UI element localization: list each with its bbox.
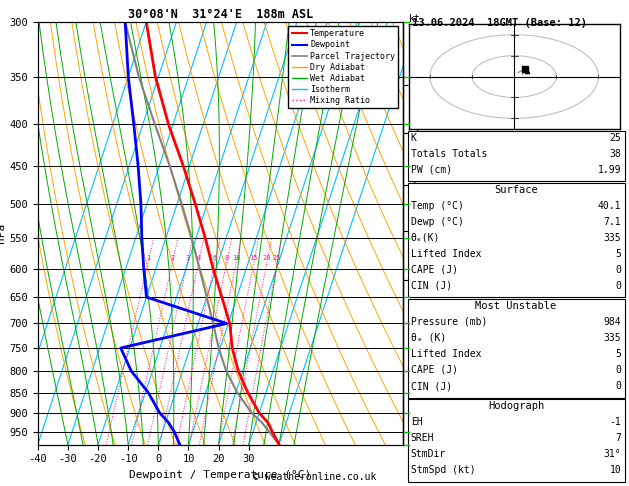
Text: CIN (J): CIN (J) — [411, 281, 452, 291]
Text: 0: 0 — [616, 381, 621, 391]
Text: 20: 20 — [262, 255, 271, 261]
Text: 3: 3 — [186, 255, 189, 261]
Text: Temp (°C): Temp (°C) — [411, 201, 464, 211]
Text: 7: 7 — [616, 433, 621, 443]
Legend: Temperature, Dewpoint, Parcel Trajectory, Dry Adiabat, Wet Adiabat, Isotherm, Mi: Temperature, Dewpoint, Parcel Trajectory… — [288, 26, 398, 108]
Title: 30°08'N  31°24'E  188m ASL: 30°08'N 31°24'E 188m ASL — [128, 8, 313, 21]
Text: 335: 335 — [604, 333, 621, 343]
Text: θₑ(K): θₑ(K) — [411, 233, 440, 243]
Y-axis label: km
ASL: km ASL — [421, 223, 439, 244]
Text: CAPE (J): CAPE (J) — [411, 265, 458, 275]
Text: 25: 25 — [610, 133, 621, 143]
Text: PW (cm): PW (cm) — [411, 165, 452, 175]
Text: 4: 4 — [196, 255, 201, 261]
Text: Lifted Index: Lifted Index — [411, 349, 481, 359]
Text: 984: 984 — [604, 317, 621, 327]
Text: Lifted Index: Lifted Index — [411, 249, 481, 259]
Text: CIN (J): CIN (J) — [411, 381, 452, 391]
Text: Totals Totals: Totals Totals — [411, 149, 487, 159]
Text: 5: 5 — [616, 349, 621, 359]
Text: Pressure (mb): Pressure (mb) — [411, 317, 487, 327]
Text: Surface: Surface — [494, 185, 538, 195]
Text: 2: 2 — [170, 255, 174, 261]
Text: CAPE (J): CAPE (J) — [411, 365, 458, 375]
Y-axis label: hPa: hPa — [0, 223, 6, 243]
Text: 6: 6 — [213, 255, 217, 261]
Text: 8: 8 — [225, 255, 229, 261]
Text: 0: 0 — [616, 365, 621, 375]
Text: © weatheronline.co.uk: © weatheronline.co.uk — [253, 472, 376, 482]
Text: -1: -1 — [610, 417, 621, 427]
Text: StmDir: StmDir — [411, 449, 446, 459]
Text: Most Unstable: Most Unstable — [476, 301, 557, 311]
Text: SREH: SREH — [411, 433, 434, 443]
Text: 5: 5 — [616, 249, 621, 259]
Text: 7.1: 7.1 — [604, 217, 621, 227]
Text: Hodograph: Hodograph — [488, 401, 544, 411]
Text: 1.99: 1.99 — [598, 165, 621, 175]
Text: 10: 10 — [232, 255, 240, 261]
Text: 38: 38 — [610, 149, 621, 159]
Text: 31°: 31° — [604, 449, 621, 459]
Text: θₑ (K): θₑ (K) — [411, 333, 446, 343]
Text: 1: 1 — [146, 255, 150, 261]
Text: 0: 0 — [616, 281, 621, 291]
Text: kt: kt — [409, 14, 421, 24]
Text: 10: 10 — [610, 465, 621, 475]
Text: Dewp (°C): Dewp (°C) — [411, 217, 464, 227]
Text: 0: 0 — [616, 265, 621, 275]
Text: K: K — [411, 133, 416, 143]
Text: 335: 335 — [604, 233, 621, 243]
Text: 25: 25 — [273, 255, 281, 261]
Text: 13.06.2024  18GMT (Base: 12): 13.06.2024 18GMT (Base: 12) — [412, 18, 587, 28]
Text: 40.1: 40.1 — [598, 201, 621, 211]
Text: StmSpd (kt): StmSpd (kt) — [411, 465, 476, 475]
Text: 15: 15 — [250, 255, 258, 261]
X-axis label: Dewpoint / Temperature (°C): Dewpoint / Temperature (°C) — [129, 470, 311, 480]
Text: EH: EH — [411, 417, 423, 427]
